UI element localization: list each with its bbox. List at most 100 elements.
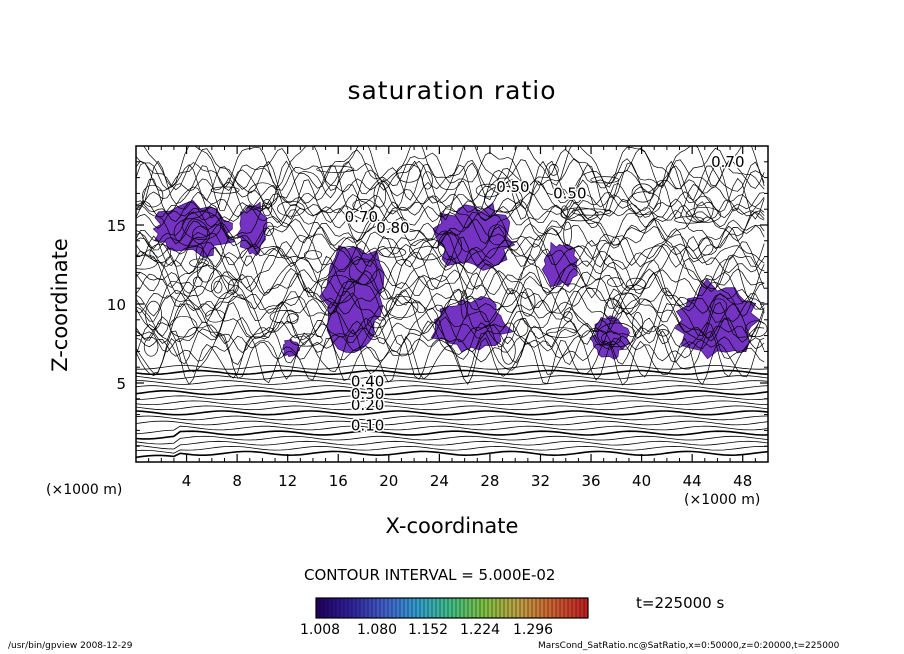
contour-ring: [674, 216, 705, 224]
colorbar-swatch: [480, 598, 485, 618]
contour-interval-label: CONTOUR INTERVAL = 5.000E-02: [304, 566, 556, 584]
colorbar-swatch: [340, 598, 345, 618]
colorbar-swatch: [528, 598, 533, 618]
colorbar-swatch: [552, 598, 557, 618]
contour-line: [136, 235, 765, 268]
contour-line: [136, 380, 768, 385]
colorbar-swatch: [516, 598, 521, 618]
contour-ring: [228, 279, 239, 294]
colorbar-swatch: [576, 598, 581, 618]
colorbar-swatch: [492, 598, 497, 618]
colorbar-swatch: [532, 598, 537, 618]
contour-line: [136, 410, 768, 416]
contour-ring: [263, 221, 274, 236]
contour-ring: [422, 171, 433, 190]
x-tick-label: 48: [733, 472, 752, 490]
contour-line: [136, 425, 768, 435]
x-tick-label: 8: [232, 472, 242, 490]
contour-line: [136, 160, 765, 201]
colorbar-swatch: [544, 598, 549, 618]
contour-line: [136, 320, 765, 353]
contour-label: 0.50: [496, 178, 529, 196]
colorbar-tick-label: 1.296: [513, 622, 554, 638]
contour-line: [136, 445, 768, 454]
contour-ring: [143, 337, 159, 357]
colorbar-swatch: [344, 598, 349, 618]
contour-ring: [597, 322, 636, 348]
contour-labels: 0.100.200.300.400.700.800.50 0.500.70: [343, 151, 746, 436]
colorbar: [315, 597, 589, 619]
colorbar-swatch: [504, 598, 509, 618]
contour-ring: [487, 224, 507, 246]
colorbar-swatch: [384, 598, 389, 618]
colorbar-swatch: [520, 598, 525, 618]
colorbar-swatch: [568, 598, 573, 618]
contour-line: [136, 290, 765, 323]
colorbar-swatch: [564, 598, 569, 618]
contour-line: [143, 146, 765, 189]
contour-line: [136, 177, 765, 221]
colorbar-swatch: [464, 598, 469, 618]
colorbar-swatch: [560, 598, 565, 618]
contour-ring: [563, 221, 572, 247]
contour-ring: [348, 258, 378, 285]
contour-line: [136, 191, 765, 219]
colorbar-swatch: [316, 598, 321, 618]
colorbar-swatch: [388, 598, 393, 618]
contour-ring: [286, 313, 299, 324]
colorbar-swatch: [444, 598, 449, 618]
colorbar-swatch: [432, 598, 437, 618]
colorbar-tick-label: 1.224: [460, 622, 501, 638]
contour-line: [136, 420, 768, 426]
contour-ring: [210, 186, 240, 194]
contour-line: [136, 160, 765, 212]
x-tick-label: 20: [379, 472, 398, 490]
contour-line: [136, 147, 765, 190]
colorbar-swatch: [540, 598, 545, 618]
colorbar-swatch: [356, 598, 361, 618]
x-tick-label: 32: [531, 472, 550, 490]
colorbar-swatch: [412, 598, 417, 618]
contour-ring: [303, 250, 323, 260]
contour-line: [136, 400, 768, 406]
y-tick-label: 5: [116, 375, 126, 393]
x-tick-label: 16: [329, 472, 348, 490]
colorbar-swatch: [500, 598, 505, 618]
contour-line: [136, 208, 765, 249]
contour-line: [136, 365, 768, 370]
supersaturated-region: [236, 201, 268, 257]
contour-ring: [437, 232, 463, 261]
contour-ring: [213, 280, 223, 294]
contour-ring: [710, 298, 728, 314]
contour-line: [136, 369, 768, 376]
x-unit-label-left: (×1000 m): [46, 482, 123, 498]
x-tick-label: 36: [581, 472, 600, 490]
contour-ring: [192, 276, 203, 287]
contour-ring: [483, 185, 523, 213]
contour-ring: [409, 238, 446, 261]
contour-ring: [513, 319, 529, 337]
contour-line: [136, 267, 765, 310]
colorbar-swatch: [392, 598, 397, 618]
contour-line: [136, 375, 768, 380]
contour-ring: [142, 184, 164, 208]
contour-ring: [367, 315, 387, 329]
contour-ring: [607, 277, 624, 287]
contour-label: 0.80: [376, 219, 409, 237]
colorbar-swatch: [368, 598, 373, 618]
contour-lines: [136, 146, 768, 459]
x-tick-label: 40: [632, 472, 651, 490]
contour-line: [136, 316, 765, 346]
x-tick-label: 4: [182, 472, 192, 490]
contour-line: [136, 395, 768, 401]
x-tick-label: 44: [683, 472, 702, 490]
colorbar-swatch: [372, 598, 377, 618]
contour-ring: [169, 315, 198, 338]
contour-ring: [189, 258, 209, 268]
y-axis-label: Z-coordinate: [48, 238, 72, 372]
chart-title: saturation ratio: [347, 76, 557, 105]
colorbar-swatch: [472, 598, 477, 618]
colorbar-swatch: [452, 598, 457, 618]
